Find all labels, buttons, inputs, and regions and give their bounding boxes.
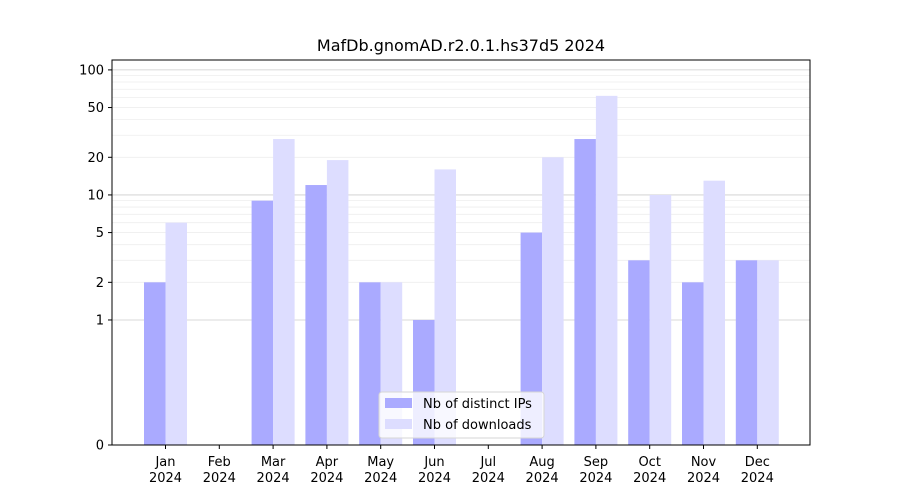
legend-label: Nb of distinct IPs (423, 397, 532, 412)
x-tick-label-month: Feb (208, 455, 231, 470)
y-tick-label: 100 (79, 63, 104, 78)
bar-ips (251, 200, 274, 445)
x-tick-label-year: 2024 (526, 471, 559, 486)
y-tick-label: 20 (87, 151, 104, 166)
y-tick-label: 10 (87, 188, 104, 203)
y-tick-label: 1 (96, 313, 104, 328)
bar-downloads (757, 260, 779, 445)
x-tick-label-month: Jul (479, 455, 496, 470)
y-axis: 0 1 2 5 10 20 50 100 (79, 63, 112, 454)
x-tick-label-month: Jan (154, 455, 175, 470)
bars-layer (144, 95, 779, 446)
legend-box (378, 391, 545, 439)
bar-downloads (649, 194, 672, 445)
bar-downloads (595, 95, 618, 446)
bar-ips (144, 282, 166, 445)
y-tick-label: 50 (87, 101, 104, 116)
bar-downloads (165, 222, 187, 445)
bar-ips (735, 260, 758, 445)
x-tick-label-year: 2024 (741, 471, 774, 486)
legend-label: Nb of downloads (423, 418, 532, 433)
x-tick-label-year: 2024 (203, 471, 236, 486)
bar-ips (682, 282, 704, 445)
x-tick-label-year: 2024 (257, 471, 290, 486)
x-tick-label-month: Jun (423, 455, 444, 470)
legend-swatch (385, 398, 412, 408)
x-tick-label-year: 2024 (310, 471, 343, 486)
legend: Nb of distinct IPs Nb of downloads (378, 391, 545, 439)
chart-title: MafDb.gnomAD.r2.0.1.hs37d5 2024 (317, 36, 605, 55)
bar-downloads (326, 160, 349, 445)
x-tick-label-month: Oct (638, 455, 660, 470)
x-axis: Jan2024Feb2024Mar2024Apr2024May2024Jun20… (149, 445, 774, 486)
x-tick-label-month: Apr (316, 455, 339, 470)
x-tick-label-month: Sep (584, 455, 609, 470)
x-tick-label-year: 2024 (579, 471, 612, 486)
x-tick-label-month: Nov (691, 455, 717, 470)
bar-downloads (542, 157, 564, 445)
y-tick-label: 5 (96, 226, 104, 241)
bar-ips (359, 282, 381, 445)
y-tick-label: 0 (96, 439, 104, 454)
y-tick-label: 2 (96, 276, 104, 291)
x-tick-label-year: 2024 (418, 471, 451, 486)
bar-ips (305, 185, 327, 445)
bar-downloads (703, 180, 725, 445)
x-tick-label-year: 2024 (687, 471, 720, 486)
x-tick-label-month: Dec (745, 455, 770, 470)
bar-downloads (434, 169, 456, 445)
plot-frame (111, 59, 811, 446)
x-tick-label-month: May (367, 455, 394, 470)
x-tick-label-year: 2024 (149, 471, 182, 486)
x-tick-label-month: Mar (261, 455, 286, 470)
x-tick-label-year: 2024 (472, 471, 505, 486)
x-tick-label-month: Aug (529, 455, 554, 470)
bar-ips (574, 139, 596, 445)
bar-ips (628, 260, 650, 445)
bar-downloads (273, 139, 295, 445)
x-tick-label-year: 2024 (364, 471, 397, 486)
x-tick-label-year: 2024 (633, 471, 666, 486)
legend-swatch (385, 419, 412, 429)
